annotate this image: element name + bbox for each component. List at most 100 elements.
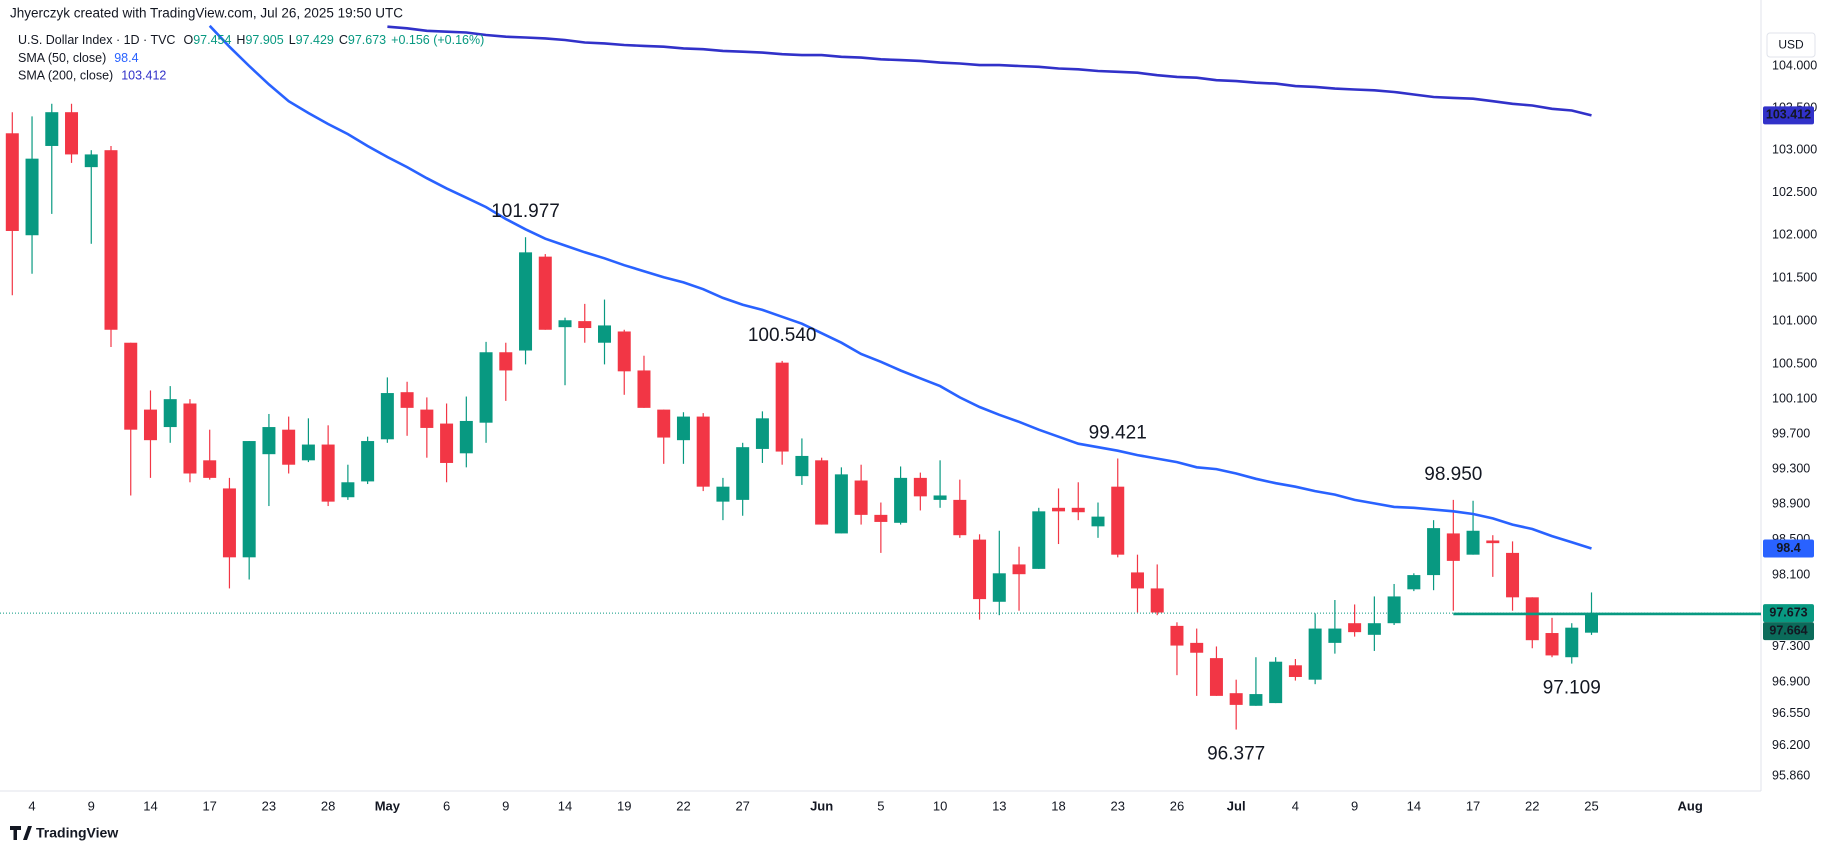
- x-tick-label: 26: [1170, 798, 1184, 813]
- candle-body: [755, 418, 769, 449]
- candle-body: [519, 252, 533, 351]
- footer-brand: TradingView: [36, 825, 118, 841]
- candle-body: [854, 480, 868, 515]
- legend-key: O: [183, 33, 193, 47]
- legend-key: C: [339, 33, 348, 47]
- candle-body: [1032, 511, 1046, 569]
- price-annotation: 96.377: [1207, 744, 1265, 765]
- candle-body: [775, 362, 789, 452]
- candle-body: [1209, 658, 1223, 696]
- candle-body: [143, 409, 157, 441]
- candle-body: [341, 482, 355, 498]
- candle-body: [1130, 572, 1144, 589]
- x-tick-label: 28: [321, 798, 335, 813]
- y-tick-label: 100.500: [1772, 357, 1817, 371]
- x-tick-label: 5: [877, 798, 884, 813]
- legend-sma-name: SMA (200, close): [18, 69, 113, 83]
- candle-body: [1446, 533, 1460, 561]
- candle-body: [1012, 564, 1026, 575]
- y-tick-label: 98.100: [1772, 567, 1810, 581]
- legend-value: 97.429: [296, 33, 334, 47]
- x-tick-label: Aug: [1678, 798, 1703, 813]
- candle-body: [380, 393, 394, 440]
- x-tick-label: 9: [1351, 798, 1358, 813]
- candle-body: [65, 112, 79, 155]
- x-tick-label: 18: [1051, 798, 1065, 813]
- price-annotation: 97.109: [1543, 678, 1601, 699]
- candle-body: [440, 423, 454, 463]
- candle-body: [124, 342, 138, 430]
- candle-body: [834, 474, 848, 534]
- currency: USD: [1778, 38, 1804, 52]
- price-annotation: 99.421: [1089, 422, 1147, 443]
- candle-body: [795, 455, 809, 477]
- y-tick-label: 103.000: [1772, 142, 1817, 156]
- candle-body: [321, 444, 335, 502]
- candle-body: [1071, 507, 1085, 513]
- y-tick-label: 95.860: [1772, 769, 1810, 783]
- y-tick-label: 101.500: [1772, 270, 1817, 284]
- legend-key: L: [289, 33, 296, 47]
- legend-sma-name: SMA (50, close): [18, 51, 106, 65]
- y-tick-label: 96.550: [1772, 706, 1810, 720]
- candle-body: [1367, 623, 1381, 635]
- candle-body: [933, 495, 947, 500]
- y-tick-label: 100.100: [1772, 391, 1817, 405]
- candle-body: [1150, 588, 1164, 613]
- x-tick-label: 14: [143, 798, 157, 813]
- candle-body: [203, 460, 217, 478]
- y-tick-label: 97.300: [1772, 639, 1810, 653]
- candle-body: [301, 444, 315, 461]
- candle-body: [1091, 516, 1105, 527]
- currency-box[interactable]: [1766, 32, 1816, 58]
- legend-change: +0.156 (+0.16%): [391, 33, 484, 47]
- candle-body: [1249, 694, 1263, 706]
- x-tick-label: 9: [502, 798, 509, 813]
- x-tick-label: 17: [1466, 798, 1480, 813]
- candle-body: [1170, 625, 1184, 646]
- x-tick-label: Jul: [1227, 798, 1246, 813]
- x-tick-label: 17: [202, 798, 216, 813]
- candle-body: [479, 352, 493, 423]
- x-tick-label: 22: [1525, 798, 1539, 813]
- candle-body: [1407, 575, 1421, 590]
- legend-value: 97.905: [245, 33, 283, 47]
- candle-body: [558, 320, 572, 328]
- candle-body: [1486, 540, 1500, 544]
- candle-body: [1545, 633, 1559, 656]
- candle-body: [400, 392, 414, 408]
- price-badge: [1763, 539, 1814, 558]
- price-badge-label: 103.412: [1766, 108, 1811, 122]
- y-tick-label: 101.000: [1772, 313, 1817, 327]
- price-annotation: 100.540: [748, 325, 817, 346]
- candle-body: [973, 539, 987, 600]
- price-badge-label: 97.664: [1769, 623, 1807, 637]
- candle-body: [242, 441, 256, 558]
- price-badge: [1763, 106, 1814, 125]
- candle-body: [637, 370, 651, 408]
- candle-body: [894, 477, 908, 523]
- candle-body: [657, 409, 671, 438]
- candle-body: [578, 321, 592, 329]
- legend-main: U.S. Dollar Index · 1D · TVC O97.454 H97.9…: [18, 33, 484, 47]
- sma-line: [387, 25, 1592, 117]
- candle-body: [282, 429, 296, 465]
- candle-body: [1229, 693, 1243, 705]
- candle-body: [459, 420, 473, 454]
- axes: 104.000103.500103.000102.500102.000101.5…: [28, 58, 1817, 813]
- price-annotation: 98.950: [1424, 464, 1482, 485]
- candle-body: [163, 399, 177, 428]
- x-tick-label: 23: [1111, 798, 1125, 813]
- candle-body: [1269, 661, 1283, 704]
- x-tick-label: 19: [617, 798, 631, 813]
- y-tick-label: 99.700: [1772, 426, 1810, 440]
- candle-body: [676, 416, 690, 441]
- y-tick-label: 104.000: [1772, 58, 1817, 72]
- x-tick-label: 13: [992, 798, 1006, 813]
- candle-body: [262, 427, 276, 455]
- legend-value: 97.673: [348, 33, 386, 47]
- x-tick-label: 4: [1292, 798, 1299, 813]
- x-tick-label: 14: [558, 798, 572, 813]
- candle-body: [1506, 552, 1520, 598]
